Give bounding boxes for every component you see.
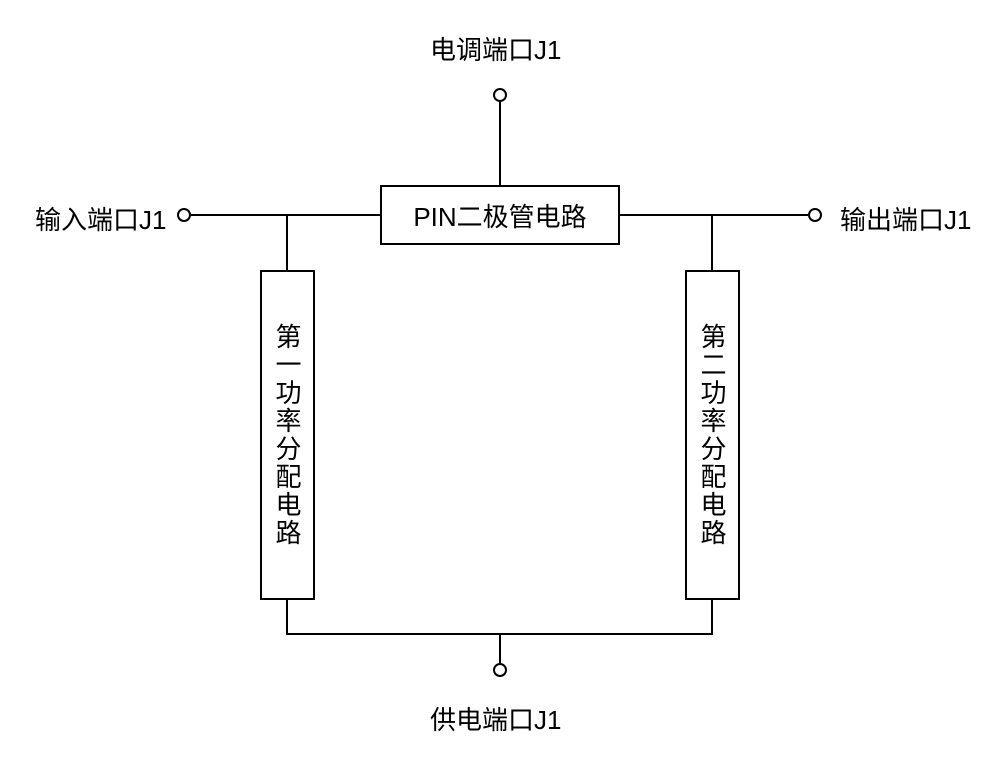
line-bottom-down (499, 633, 501, 663)
top-port-label: 电调端口J1 (430, 30, 561, 67)
line-left-down (286, 214, 288, 270)
first-power-distribution-box: 第一功率分配电路 (260, 270, 315, 600)
first-power-distribution-label: 第一功率分配电路 (269, 323, 306, 547)
line-right-box-down (711, 600, 713, 635)
pin-diode-circuit-label: PIN二极管电路 (413, 197, 586, 234)
right-port-label: 输出端口J1 (840, 200, 971, 237)
top-port-circle (493, 88, 507, 102)
right-port-circle (808, 208, 822, 222)
bottom-port-circle (493, 663, 507, 677)
line-right (620, 214, 808, 216)
line-top (499, 102, 501, 185)
second-power-distribution-label: 第二功率分配电路 (694, 323, 731, 547)
bottom-port-label: 供电端口J1 (430, 700, 561, 737)
left-port-circle (177, 208, 191, 222)
line-right-down (711, 214, 713, 270)
left-port-label: 输入端口J1 (35, 200, 166, 237)
line-left-box-down (286, 600, 288, 635)
second-power-distribution-box: 第二功率分配电路 (685, 270, 740, 600)
pin-diode-circuit-box: PIN二极管电路 (380, 185, 620, 245)
